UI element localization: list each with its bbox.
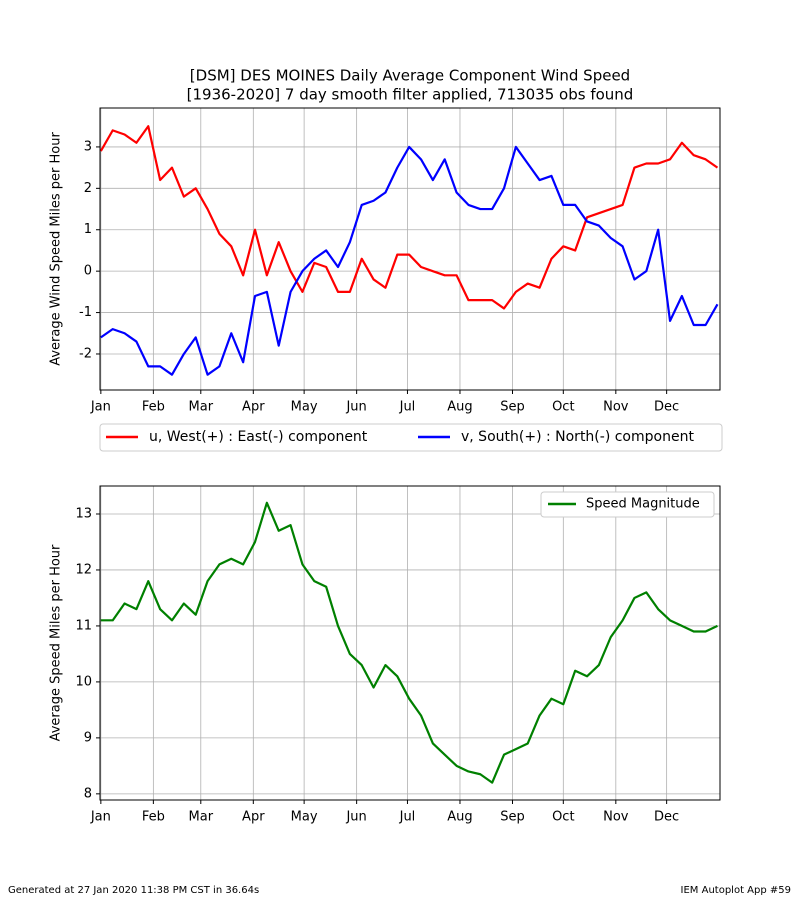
y-tick-label: -1: [79, 305, 92, 320]
x-tick-label: Oct: [552, 400, 574, 415]
y-tick-label: 1: [84, 222, 92, 237]
y-axis-label: Average Wind Speed Miles per Hour: [49, 132, 64, 366]
x-tick-label: Apr: [242, 400, 265, 415]
x-tick-label: Jul: [399, 400, 416, 415]
line-series: [100, 145, 719, 376]
x-tick-label: Dec: [654, 400, 679, 415]
plot-frame: [99, 107, 721, 391]
y-tick-label: 2: [84, 181, 92, 196]
footer-left: Generated at 27 Jan 2020 11:38 PM CST in…: [8, 885, 259, 896]
legend-label: u, West(+) : East(-) component: [149, 429, 368, 445]
x-tick-label: Sep: [500, 810, 525, 825]
legend-box: [99, 423, 723, 452]
footer-right: IEM Autoplot App #59: [681, 885, 791, 896]
x-tick-label: Oct: [552, 810, 574, 825]
legend-label: Speed Magnitude: [586, 497, 700, 512]
x-tick-label: Jan: [90, 400, 111, 415]
y-tick-label: 9: [84, 730, 92, 745]
x-tick-label: Jun: [345, 400, 366, 415]
plot-frame: [99, 485, 721, 801]
y-tick-label: 0: [84, 264, 92, 279]
y-tick-label: 12: [75, 562, 92, 577]
x-tick-label: May: [291, 400, 318, 415]
y-tick-label: 10: [75, 674, 92, 689]
line-series: [99, 125, 719, 310]
chart-title: [DSM] DES MOINES Daily Average Component…: [190, 67, 630, 85]
line-series: [100, 501, 718, 784]
x-tick-label: Jun: [345, 810, 366, 825]
x-tick-label: Feb: [142, 810, 165, 825]
y-tick-label: 13: [75, 506, 92, 521]
x-tick-label: Feb: [142, 400, 165, 415]
chart-title: [1936-2020] 7 day smooth filter applied,…: [187, 86, 634, 104]
x-tick-label: Sep: [500, 400, 525, 415]
x-tick-label: Mar: [189, 810, 214, 825]
y-tick-label: -2: [79, 346, 92, 361]
y-axis-label: Average Speed Miles per Hour: [49, 544, 64, 741]
y-tick-label: 11: [75, 618, 92, 633]
x-tick-label: Dec: [654, 810, 679, 825]
x-tick-label: Apr: [242, 810, 265, 825]
x-tick-label: Aug: [447, 400, 472, 415]
x-tick-label: Nov: [603, 810, 629, 825]
x-tick-label: Jan: [90, 810, 111, 825]
x-tick-label: Nov: [603, 400, 629, 415]
x-tick-label: Jul: [399, 810, 416, 825]
legend-label: v, South(+) : North(-) component: [461, 429, 694, 445]
x-tick-label: May: [291, 810, 318, 825]
legend-box: [540, 491, 715, 518]
y-tick-label: 3: [84, 139, 92, 154]
x-tick-label: Mar: [189, 400, 214, 415]
y-tick-label: 8: [84, 786, 92, 801]
x-tick-label: Aug: [447, 810, 472, 825]
